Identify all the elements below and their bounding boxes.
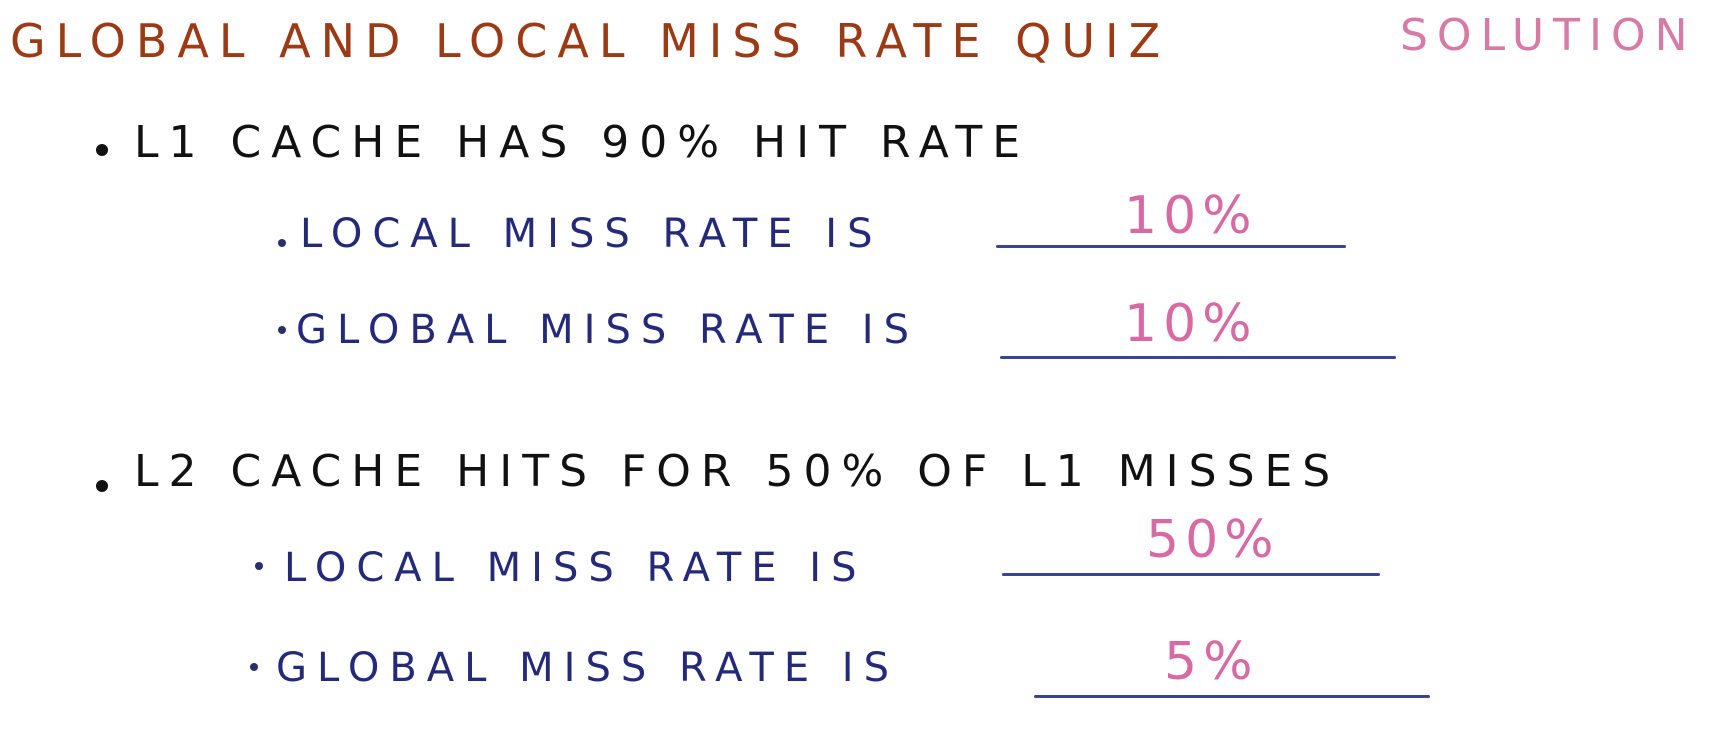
l1-local-miss-answer: 10% — [1124, 186, 1258, 246]
bullet-l2-local — [255, 562, 263, 570]
l2-global-miss-answer: 5% — [1164, 632, 1259, 692]
item-l1-text: L1 CACHE HAS 90% HIT RATE — [134, 117, 1031, 168]
l2-global-miss-label: GLOBAL MISS RATE IS — [276, 645, 899, 691]
l1-global-miss-answer: 10% — [1124, 294, 1258, 354]
page-title: GLOBAL AND LOCAL MISS RATE QUIZ — [10, 14, 1171, 68]
solution-label: SOLUTION — [1400, 10, 1697, 61]
l2-local-miss-label: LOCAL MISS RATE IS — [284, 545, 867, 591]
l2-local-miss-answer: 50% — [1146, 510, 1280, 570]
l2-global-answer-line — [1034, 695, 1430, 698]
bullet-l1-local — [278, 239, 286, 247]
l1-global-miss-label: GLOBAL MISS RATE IS — [296, 307, 919, 353]
l1-local-answer-line — [996, 245, 1346, 248]
item-l2-text: L2 CACHE HITS FOR 50% OF L1 MISSES — [134, 446, 1341, 497]
l1-local-miss-label: LOCAL MISS RATE IS — [300, 211, 883, 257]
l2-local-answer-line — [1002, 573, 1380, 576]
bullet-l1 — [96, 144, 108, 156]
bullet-l2-global — [250, 663, 258, 671]
bullet-l1-global — [278, 326, 286, 334]
l1-global-answer-line — [1000, 356, 1396, 359]
bullet-l2 — [96, 480, 108, 492]
